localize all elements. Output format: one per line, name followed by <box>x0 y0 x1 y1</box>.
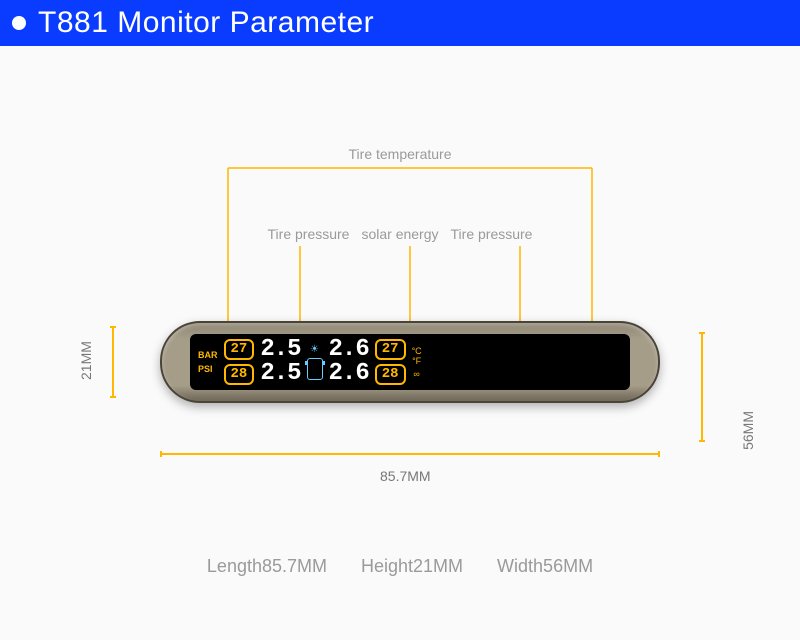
callout-pressure-right: Tire pressure <box>451 226 533 242</box>
right-unit-icons: °C°F ∞ <box>412 346 422 379</box>
pressure-front-left: 2.5 <box>260 338 300 362</box>
callout-solar-energy: solar energy <box>361 226 438 242</box>
temp-rear-right: 28 <box>375 364 406 385</box>
temp-front-left: 27 <box>224 339 255 360</box>
temp-rear-left: 28 <box>224 364 255 385</box>
right-pressure-stack: 2.6 2.6 <box>329 338 369 386</box>
callout-pressure-left: Tire pressure <box>268 226 350 242</box>
dimension-width-bar <box>699 332 705 442</box>
pressure-rear-left: 2.5 <box>260 362 300 386</box>
diagram-stage: Tire temperature Tire pressure solar ene… <box>0 46 800 606</box>
link-icon: ∞ <box>412 369 422 379</box>
device-body: BAR PSI 27 28 2.5 2.5 ☀ 2.6 2.6 27 28 <box>160 321 660 403</box>
callout-tire-temperature: Tire temperature <box>0 146 800 162</box>
callout-row: Tire pressure solar energy Tire pressure <box>0 226 800 242</box>
bullet-icon <box>12 16 26 30</box>
spec-line: Length85.7MM Height21MM Width56MM <box>0 556 800 577</box>
car-icon <box>307 358 323 380</box>
unit-labels: BAR PSI <box>198 350 218 374</box>
device-screen: BAR PSI 27 28 2.5 2.5 ☀ 2.6 2.6 27 28 <box>190 334 630 390</box>
right-temp-stack: 27 28 <box>375 339 406 386</box>
left-pressure-stack: 2.5 2.5 <box>260 338 300 386</box>
left-temp-stack: 27 28 <box>224 339 255 386</box>
dimension-height-label: 21MM <box>78 341 94 380</box>
pressure-front-right: 2.6 <box>329 338 369 362</box>
spec-height: Height21MM <box>361 556 463 577</box>
temp-front-right: 27 <box>375 339 406 360</box>
label-bar: BAR <box>198 350 218 360</box>
page-title: T881 Monitor Parameter <box>38 6 374 40</box>
label-psi: PSI <box>198 364 218 374</box>
temp-unit-icon: °C°F <box>412 346 422 366</box>
dimension-length-bar <box>160 451 660 457</box>
pressure-rear-right: 2.6 <box>329 362 369 386</box>
center-icons: ☀ <box>307 344 323 380</box>
spec-length: Length85.7MM <box>207 556 327 577</box>
dimension-length-label: 85.7MM <box>380 468 431 484</box>
solar-icon: ☀ <box>310 344 319 355</box>
dimension-height-bar <box>110 326 116 398</box>
dimension-width-label: 56MM <box>740 411 756 450</box>
spec-width: Width56MM <box>497 556 593 577</box>
title-bar: T881 Monitor Parameter <box>0 0 800 46</box>
